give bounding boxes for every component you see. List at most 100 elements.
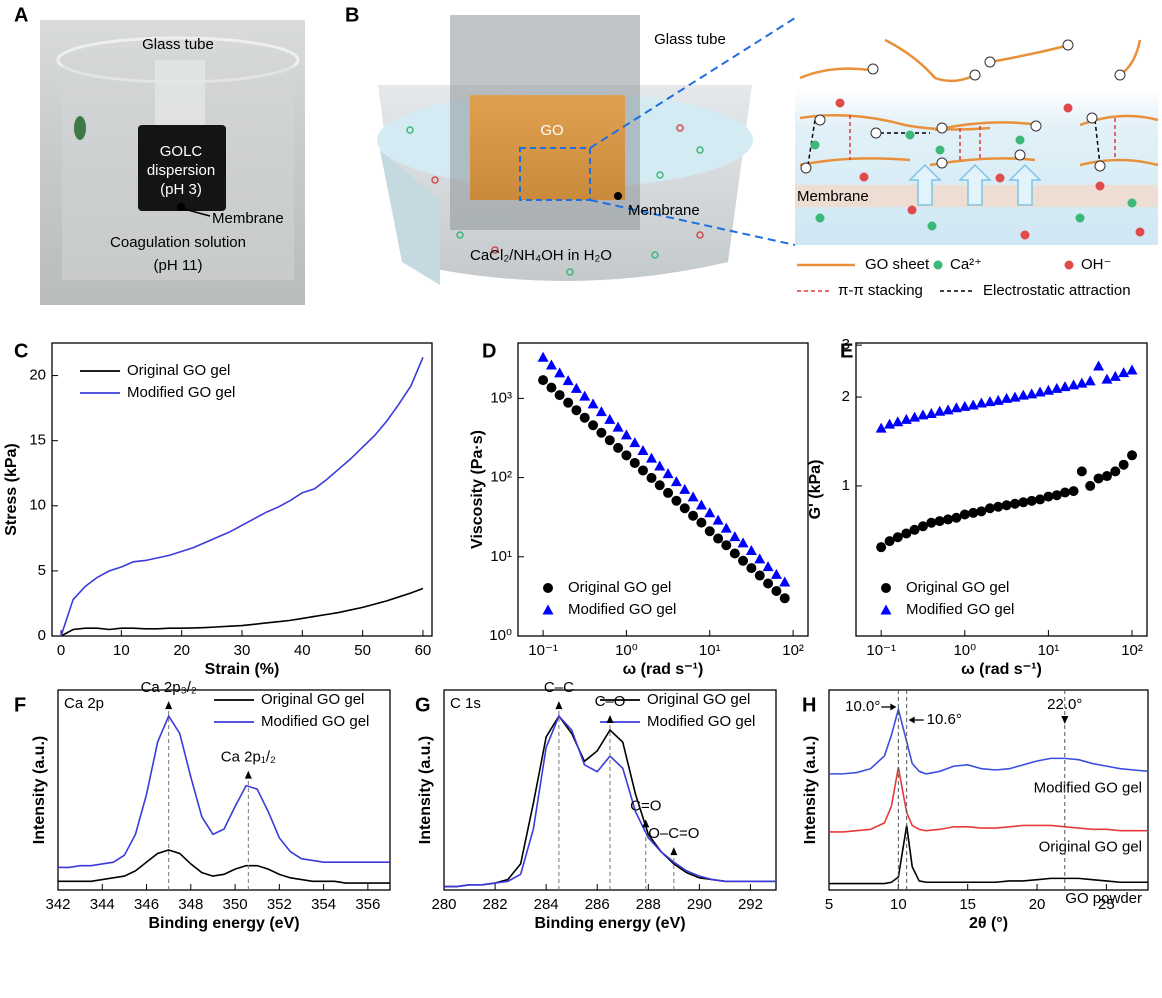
x-tick-label: 10²	[1121, 642, 1143, 659]
y-axis-label: Intensity (a.u.)	[802, 736, 819, 844]
data-point	[543, 605, 554, 615]
diagram-label: Glass tube	[654, 31, 726, 48]
arrowhead	[245, 771, 252, 779]
y-tick-label: 10³	[490, 389, 512, 406]
data-point	[1026, 388, 1037, 398]
tag	[74, 116, 86, 140]
figure: Glass tube GOLC dispersion (pH 3) Membra…	[0, 0, 1162, 993]
arrowhead	[607, 715, 614, 723]
x-tick-label: 0	[57, 642, 65, 659]
x-tick-label: 50	[354, 642, 371, 659]
plot-frame	[52, 343, 432, 636]
data-point	[943, 404, 954, 414]
y-tick-label: 0	[38, 627, 46, 644]
arrowhead	[165, 701, 172, 709]
data-point	[935, 516, 945, 526]
x-axis-label: Binding energy (eV)	[148, 915, 299, 932]
inner-tube	[155, 60, 205, 130]
peak-label: O–C=O	[648, 825, 699, 842]
membrane-dot	[177, 203, 185, 211]
data-point	[605, 435, 615, 445]
y-tick-label: 10⁰	[489, 627, 512, 644]
legend-label: Original GO gel	[906, 579, 1009, 596]
peak-label: C=O	[630, 797, 661, 814]
data-point	[596, 428, 606, 438]
data-point	[721, 540, 731, 550]
panel-label: B	[345, 4, 359, 26]
data-point	[621, 450, 631, 460]
photo-label: Coagulation solution	[110, 234, 246, 251]
diagram-label: GO	[540, 122, 563, 139]
data-point	[738, 556, 748, 566]
y-axis-label: G' (kPa)	[807, 460, 824, 520]
data-point	[1119, 460, 1129, 470]
data-point	[1010, 499, 1020, 509]
y-tick-label: 2	[842, 388, 850, 405]
data-point	[588, 420, 598, 430]
legend-dot	[1065, 261, 1074, 270]
peak-label: Ca 2p₃/₂	[141, 679, 197, 696]
x-tick-label: 10	[890, 896, 907, 913]
x-axis-label: Binding energy (eV)	[534, 915, 685, 932]
x-tick-label: 20	[1029, 896, 1046, 913]
x-tick-label: 350	[223, 896, 248, 913]
data-point	[892, 416, 903, 426]
y-axis-label: Intensity (a.u.)	[417, 736, 434, 844]
x-tick-label: 10¹	[699, 642, 721, 659]
data-point	[780, 593, 790, 603]
data-line	[61, 588, 423, 636]
peak-label: Ca 2p₁/₂	[221, 749, 276, 766]
data-point	[555, 390, 565, 400]
data-point	[926, 408, 937, 418]
data-point	[1127, 365, 1138, 375]
series-label: Original GO gel	[1039, 839, 1142, 856]
data-point	[993, 395, 1004, 405]
data-point	[1076, 378, 1087, 388]
data-point	[909, 412, 920, 422]
x-axis-label: 2θ (°)	[969, 915, 1008, 932]
data-point	[738, 537, 749, 547]
data-point	[960, 510, 970, 520]
data-point	[1069, 486, 1079, 496]
photo-label: (pH 3)	[160, 181, 202, 198]
data-point	[663, 488, 673, 498]
data-point	[563, 398, 573, 408]
x-tick-label: 10⁻¹	[528, 642, 558, 659]
data-point	[771, 586, 781, 596]
x-tick-label: 60	[415, 642, 432, 659]
photo-label: Membrane	[212, 210, 284, 227]
data-point	[655, 480, 665, 490]
photo-label: GOLC	[160, 143, 203, 160]
y-axis-label: Intensity (a.u.)	[31, 736, 48, 844]
go-dispersion	[470, 95, 625, 200]
data-point	[1035, 387, 1046, 397]
data-point	[755, 571, 765, 581]
data-point	[926, 518, 936, 528]
data-point	[1077, 466, 1087, 476]
x-tick-label: 10¹	[1038, 642, 1060, 659]
photo-label: dispersion	[147, 162, 215, 179]
data-point	[1060, 487, 1070, 497]
x-tick-label: 354	[311, 896, 336, 913]
data-point	[647, 473, 657, 483]
x-tick-label: 20	[173, 642, 190, 659]
arrows	[910, 165, 1040, 205]
x-axis-label: ω (rad s⁻¹)	[623, 661, 704, 678]
x-tick-label: 10	[113, 642, 130, 659]
data-point	[1018, 497, 1028, 507]
panel-label: H	[802, 694, 816, 716]
x-tick-label: 15	[959, 896, 976, 913]
x-tick-label: 5	[825, 896, 833, 913]
data-point	[580, 413, 590, 423]
peak-label: C–C	[544, 679, 574, 696]
corner-label: C 1s	[450, 695, 481, 712]
y-tick-label: 10	[29, 497, 46, 514]
legend-label: π-π stacking	[838, 282, 923, 299]
data-point	[671, 496, 681, 506]
arrowhead	[1061, 716, 1068, 724]
legend-label: Original GO gel	[647, 691, 750, 708]
y-tick-label: 10²	[490, 469, 512, 486]
diagram-label: Membrane	[797, 188, 869, 205]
data-point	[571, 405, 581, 415]
data-point	[1009, 392, 1020, 402]
